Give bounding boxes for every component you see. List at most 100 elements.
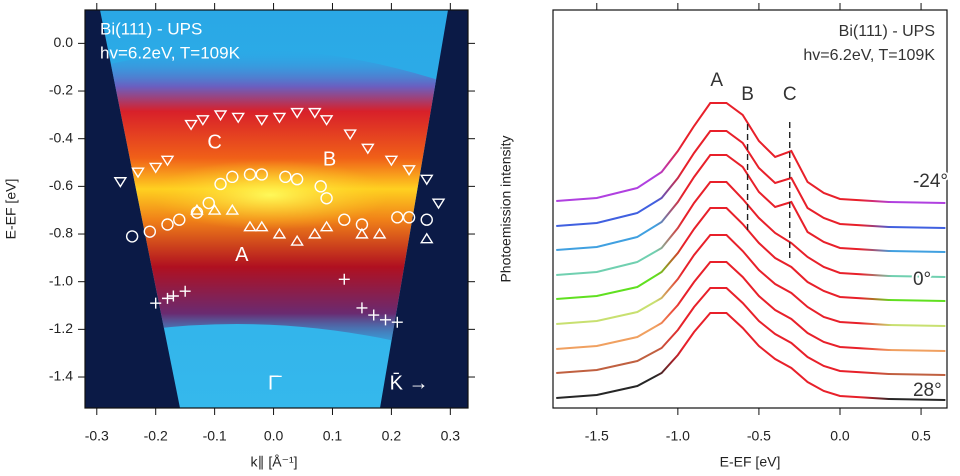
y-tick-label: -1.4: [49, 368, 73, 384]
y-axis-label: Photoemission intensity: [498, 135, 514, 282]
arpes-map: -0.3 -0.2 -0.1 0.0 0.1 0.2 0.3 0.0 -0.2 -0.4 -0.6 -…: [49, 3, 475, 444]
edc-stack: -1.5 -1.0 -0.5 0.0 0.5 AB C -24° 0° 28°: [556, 3, 950, 444]
marker-triangle-down: [255, 115, 269, 126]
marker-triangle-up: [207, 203, 222, 215]
right-panel: Bi(111) - UPS hv=6.2eV, T=109K E-EF [eV]…: [498, 9, 948, 470]
annotation: A: [235, 244, 249, 266]
edc-curve: [556, 312, 946, 401]
y-tick-label: -0.6: [49, 177, 73, 193]
marker-triangle-down: [402, 165, 416, 176]
marker-plus: [368, 309, 380, 321]
marker-circle: [320, 192, 333, 205]
marker-plus: [380, 314, 392, 326]
annotation: B: [323, 148, 336, 170]
left-panel: Bi(111) - UPS hv=6.2eV, T=109K k∥ [Å⁻¹] …: [3, 9, 469, 470]
marker-triangle-up: [372, 227, 387, 239]
annotation: K̄ →: [390, 371, 429, 394]
y-tick-label: -1.2: [49, 320, 73, 336]
marker-circle: [202, 196, 215, 210]
marker-triangle-down: [131, 167, 145, 179]
x-tick-label: 0.1: [323, 428, 343, 444]
marker-triangle-up: [290, 234, 304, 246]
marker-circle: [279, 170, 292, 184]
marker-plus: [391, 316, 403, 328]
panel-subtitle: hv=6.2eV, T=109K: [100, 43, 241, 62]
annotation: 0°: [913, 269, 931, 290]
y-tick-label: -1.0: [49, 272, 73, 288]
marker-triangle-up: [225, 203, 240, 215]
marker-triangle-up: [255, 220, 269, 232]
y-tick-label: -0.2: [49, 82, 73, 98]
edc-curve: [556, 234, 946, 327]
marker-circle: [161, 218, 174, 231]
annotation: C: [783, 84, 797, 105]
marker-triangle-down: [319, 115, 334, 126]
edc-curve: [556, 102, 946, 204]
marker-triangle-down: [160, 155, 175, 167]
marker-triangle-down: [231, 112, 245, 124]
panel-subtitle: hv=6.2eV, T=109K: [803, 47, 935, 64]
y-axis-label: E-EF [eV]: [3, 179, 19, 240]
marker-plus: [179, 285, 191, 297]
marker-circle: [402, 211, 416, 224]
x-tick-label: 0.3: [441, 428, 461, 444]
x-tick-label: -0.2: [144, 428, 168, 444]
edc-curve: [556, 207, 946, 302]
marker-circle: [391, 211, 404, 224]
marker-plus: [161, 292, 173, 304]
annotation: A: [710, 70, 723, 91]
x-axis-label: k∥ [Å⁻¹]: [250, 454, 297, 470]
edc-curve: [556, 287, 946, 376]
x-tick-label: 0.0: [264, 428, 284, 444]
marker-triangle-up: [272, 227, 287, 239]
marker-circle: [314, 180, 327, 193]
marker-triangle-up: [308, 227, 322, 239]
x-tick-label: -1.0: [666, 428, 690, 444]
x-tick-label: 0.0: [830, 428, 850, 444]
marker-circle: [243, 168, 257, 181]
marker-triangle-up: [419, 232, 434, 244]
marker-circle: [255, 168, 268, 181]
x-tick-label: 0.2: [382, 428, 402, 444]
marker-plus: [356, 302, 368, 314]
marker-circle: [420, 213, 433, 226]
marker-plus: [150, 297, 162, 309]
marker-plus: [338, 273, 350, 285]
edc-curve: [556, 261, 946, 352]
marker-triangle-down: [196, 115, 210, 126]
marker-triangle-down: [113, 177, 128, 188]
marker-circle: [173, 213, 186, 226]
marker-triangle-up: [319, 220, 334, 232]
panel-title: Bi(111) - UPS: [839, 23, 935, 40]
marker-circle: [143, 225, 157, 238]
x-tick-label: 0.5: [911, 428, 931, 444]
x-tick-label: -0.1: [203, 428, 227, 444]
x-tick-label: -1.5: [585, 428, 609, 444]
annotation: 28°: [913, 380, 942, 401]
marker-triangle-down: [419, 174, 434, 186]
marker-circle: [125, 230, 139, 243]
marker-triangle-down: [290, 107, 304, 119]
plot-frame: [84, 9, 469, 409]
x-axis-label: E-EF [eV]: [720, 454, 781, 470]
edc-curve: [556, 181, 946, 278]
marker-triangle-down: [148, 162, 163, 174]
y-tick-label: 0.0: [54, 34, 74, 50]
marker-circle: [190, 206, 204, 219]
marker-triangle-up: [243, 220, 257, 232]
marker-triangle-down: [384, 155, 399, 167]
marker-triangle-up: [190, 203, 204, 215]
marker-circle: [338, 213, 351, 226]
marker-triangle-down: [308, 107, 322, 119]
marker-triangle-down: [213, 110, 228, 122]
x-tick-label: -0.3: [85, 428, 109, 444]
marker-triangle-down: [431, 198, 446, 210]
edc-curve: [556, 154, 946, 253]
annotation: Γ̄: [268, 372, 282, 394]
marker-triangle-down: [184, 119, 198, 131]
edc-curve: [556, 130, 946, 229]
plot-frame: [552, 9, 948, 409]
y-tick-label: -0.8: [49, 225, 73, 241]
x-tick-label: -0.5: [747, 428, 771, 444]
